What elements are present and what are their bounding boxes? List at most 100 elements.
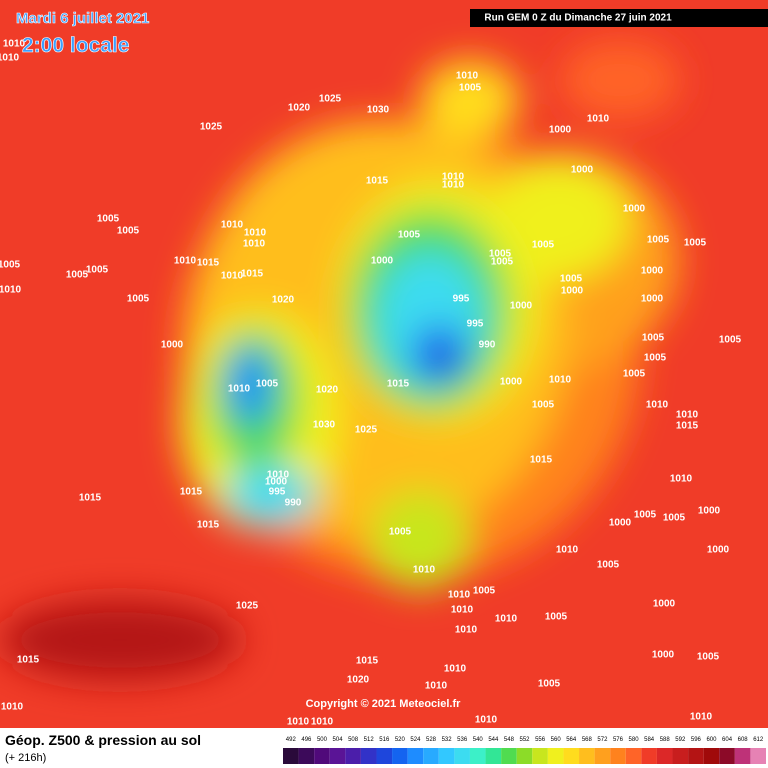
isobar-label: 1005 [389,527,412,538]
scale-swatch [329,748,346,764]
isobar-label: 1005 [127,294,150,305]
scale-label: 504 [333,737,344,743]
isobar-label: 1010 [456,71,479,82]
scale-swatch [469,748,486,764]
isobar-label: 1015 [530,455,553,466]
isobar-label: 1010 [444,664,467,675]
scale-swatch [734,748,751,764]
scale-label: 544 [488,737,499,743]
isobar-label: 1010 [1,702,24,713]
isobar-label: 995 [453,294,470,305]
isobar-label: 1005 [697,652,720,663]
isobar-label: 1010 [475,715,498,726]
scale-swatch [345,748,361,764]
scale-label: 576 [613,737,624,743]
scale-label: 608 [738,737,749,743]
isobar-label: 1015 [79,493,102,504]
scale-label: 580 [629,737,640,743]
isobar-label: 1005 [647,235,670,246]
isobar-label: 1025 [236,601,259,612]
scale-label: 508 [348,737,359,743]
isobar-label: 1010 [243,239,266,250]
isobar-label: 1000 [641,294,664,305]
isobar-label: 1005 [634,510,657,521]
isobar-label: 1005 [97,214,120,225]
isobar-label: 1010 [455,625,478,636]
isobar-label: 1020 [316,385,339,396]
scale-swatch [563,748,580,764]
scale-swatch [485,748,502,764]
scale-swatch [516,748,533,764]
isobar-label: 1010 [448,590,471,601]
isobar-label: 1010 [287,717,310,728]
isobar-label: 1010 [670,474,693,485]
scale-swatch [547,748,564,764]
isobar-label: 1005 [491,257,514,268]
isobar-label: 1010 [442,180,465,191]
isobar-label: 1015 [197,258,220,269]
isobar-label: 1000 [549,125,572,136]
scale-label: 568 [582,737,593,743]
scale-swatch [438,748,455,764]
scale-swatch [625,748,642,764]
scale-label: 584 [644,737,655,743]
date: Mardi 6 juillet 2021 [16,10,149,27]
scale-swatch [501,748,517,764]
scale-label: 532 [442,737,453,743]
isobar-label: 1025 [319,94,342,105]
scale-swatch [407,748,424,764]
isobar-label: 1010 [0,53,20,64]
isobar-label: 1000 [561,286,584,297]
isobar-label: 1010 [0,285,22,296]
isobar-label: 1010 [690,712,713,723]
scale-label: 528 [426,737,437,743]
isobar-label: 1000 [371,256,394,267]
isobar-label: 1010 [451,605,474,616]
isobar-label: 1000 [500,377,523,388]
isobar-label: 1005 [66,270,89,281]
isobar-label: 1010 [556,545,579,556]
scale-label: 548 [504,737,515,743]
isobar-label: 1010 [587,114,610,125]
scale-label: 512 [364,737,375,743]
isobar-label: 1005 [545,612,568,623]
isobar-label: 1000 [571,165,594,176]
isobar-label: 1010 [311,717,334,728]
isobar-label: 1000 [698,506,721,517]
isobar-label: 1020 [347,675,370,686]
scale-swatch [283,748,299,764]
scale-swatch [298,748,315,764]
isobar-label: 1005 [538,679,561,690]
run-label: Run GEM 0 Z du Dimanche 27 juin 2021 [484,13,672,24]
scale-swatch [656,748,673,764]
scale-label: 496 [301,737,312,743]
isobar-label: 1005 [560,274,583,285]
isobar-label: 1005 [86,265,109,276]
isobar-label: 1005 [398,230,421,241]
isobar-label: 1000 [641,266,664,277]
isobar-label: 1005 [532,400,555,411]
isobar-label: 995 [467,319,484,330]
scale-label: 572 [597,737,608,743]
isobar-label: 1005 [644,353,667,364]
scale-label: 588 [660,737,671,743]
scale-swatch [579,748,595,764]
scale-label: 564 [566,737,577,743]
isobar-label: 1010 [174,256,197,267]
isobar-label: 1030 [313,420,336,431]
isobar-label: 1010 [221,271,244,282]
isobar-label: 1000 [652,650,675,661]
scale-swatch [423,748,439,764]
isobar-label: 1025 [200,122,223,133]
isobar-label: 1010 [495,614,518,625]
isobar-label: 1015 [356,656,379,667]
isobar-label: 1005 [532,240,555,251]
scale-swatch [750,748,766,764]
scale-label: 556 [535,737,546,743]
scale-label: 500 [317,737,328,743]
isobar-label: 1015 [180,487,203,498]
scale-label: 592 [675,737,686,743]
isobar-label: 1000 [653,599,676,610]
isobar-label: 1010 [425,681,448,692]
